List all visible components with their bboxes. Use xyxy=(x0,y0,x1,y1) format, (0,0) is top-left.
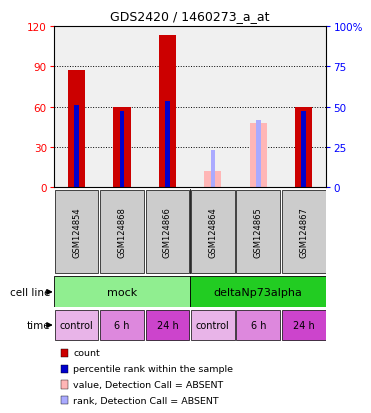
Bar xyxy=(204,172,221,188)
Bar xyxy=(282,191,326,274)
Bar xyxy=(54,277,190,308)
Bar xyxy=(159,36,176,188)
Text: count: count xyxy=(73,349,100,358)
Bar xyxy=(236,311,280,340)
Text: GSM124865: GSM124865 xyxy=(254,207,263,258)
Bar xyxy=(145,191,189,274)
Bar xyxy=(120,112,124,188)
Text: value, Detection Call = ABSENT: value, Detection Call = ABSENT xyxy=(73,380,223,389)
Text: control: control xyxy=(60,320,93,330)
Text: cell line: cell line xyxy=(10,287,50,297)
Text: GSM124866: GSM124866 xyxy=(163,207,172,258)
Text: GSM124854: GSM124854 xyxy=(72,207,81,258)
Text: 6 h: 6 h xyxy=(250,320,266,330)
Bar xyxy=(100,311,144,340)
Bar xyxy=(190,277,326,308)
Text: control: control xyxy=(196,320,230,330)
Text: mock: mock xyxy=(107,287,137,297)
Text: 6 h: 6 h xyxy=(114,320,130,330)
Text: GSM124867: GSM124867 xyxy=(299,207,308,258)
Text: time: time xyxy=(26,320,50,330)
Title: GDS2420 / 1460273_a_at: GDS2420 / 1460273_a_at xyxy=(111,10,270,23)
Bar xyxy=(74,106,79,188)
Bar xyxy=(211,150,215,188)
Bar xyxy=(113,107,131,188)
Bar xyxy=(295,107,312,188)
Bar xyxy=(100,191,144,274)
Text: 24 h: 24 h xyxy=(157,320,178,330)
Text: GSM124868: GSM124868 xyxy=(118,207,127,258)
Bar xyxy=(55,191,98,274)
Bar xyxy=(145,311,189,340)
Bar xyxy=(191,191,235,274)
Bar xyxy=(165,102,170,188)
Bar xyxy=(68,71,85,188)
Bar xyxy=(236,191,280,274)
Text: 24 h: 24 h xyxy=(293,320,315,330)
Text: percentile rank within the sample: percentile rank within the sample xyxy=(73,364,233,373)
Bar xyxy=(55,311,98,340)
Bar xyxy=(191,311,235,340)
Text: deltaNp73alpha: deltaNp73alpha xyxy=(214,287,303,297)
Bar xyxy=(256,121,260,188)
Bar xyxy=(250,123,267,188)
Text: GSM124864: GSM124864 xyxy=(209,207,217,258)
Bar xyxy=(282,311,326,340)
Bar xyxy=(302,112,306,188)
Text: rank, Detection Call = ABSENT: rank, Detection Call = ABSENT xyxy=(73,396,219,405)
